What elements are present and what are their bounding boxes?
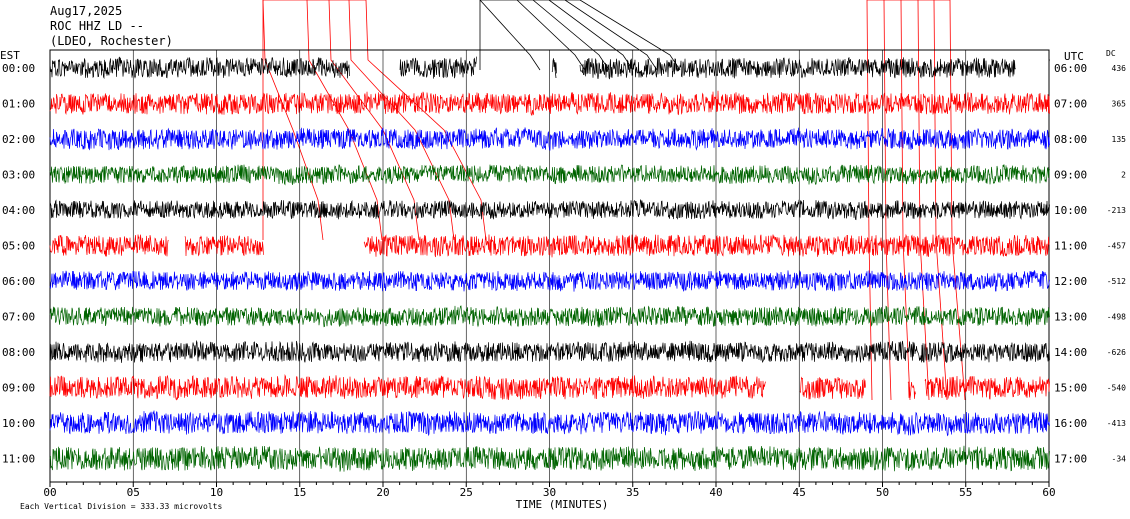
event-line	[348, 0, 455, 241]
x-tick-label: 00	[43, 486, 56, 499]
event-line	[548, 0, 634, 71]
x-axis-label: TIME (MINUTES)	[516, 498, 609, 511]
utc-time-label: 17:00	[1054, 453, 1087, 466]
x-tick-label: 50	[876, 486, 889, 499]
event-line	[516, 0, 586, 71]
event-line	[479, 0, 541, 71]
est-time-label: 07:00	[2, 311, 35, 324]
est-time-label: 04:00	[2, 204, 35, 217]
trace-row-01:00	[49, 90, 1050, 117]
utc-time-label: 08:00	[1054, 133, 1087, 146]
dc-offset-label: 2	[1121, 171, 1126, 180]
utc-time-label: 13:00	[1054, 311, 1087, 324]
x-tick-label: 05	[127, 486, 140, 499]
event-line	[564, 0, 658, 71]
est-time-label: 00:00	[2, 62, 35, 75]
dc-offset-label: -540	[1107, 384, 1126, 393]
row-labels: 00:00 06:00 436 01:00 07:00 365 02:00 08:00 135 0…	[2, 62, 1126, 466]
est-time-label: 02:00	[2, 133, 35, 146]
utc-time-label: 07:00	[1054, 98, 1087, 111]
left-timezone-label: EST	[0, 49, 20, 62]
utc-time-label: 11:00	[1054, 240, 1087, 253]
x-tick-label: 55	[959, 486, 972, 499]
dc-offset-label: -498	[1107, 313, 1126, 322]
x-tick-label: 60	[1042, 486, 1055, 499]
trace-row-11:00	[49, 445, 1050, 472]
utc-time-label: 16:00	[1054, 417, 1087, 430]
trace-row-00:00	[49, 56, 1050, 80]
trace-row-08:00	[49, 339, 1050, 364]
x-tick-label: 30	[543, 486, 556, 499]
trace-row-04:00	[49, 199, 1050, 221]
est-time-label: 06:00	[2, 275, 35, 288]
event-line	[365, 0, 487, 241]
trace-row-06:00	[49, 270, 1050, 292]
event-annotation-lines	[262, 0, 966, 401]
event-line	[883, 0, 892, 401]
est-time-label: 11:00	[2, 453, 35, 466]
header-date: Aug17,2025	[50, 4, 122, 18]
x-tick-label: 25	[460, 486, 473, 499]
right-timezone-label: UTC	[1064, 50, 1084, 63]
dc-offset-label: -413	[1107, 419, 1126, 428]
dc-offset-label: -457	[1107, 242, 1126, 251]
trace-row-10:00	[49, 410, 1050, 437]
x-tick-label: 45	[793, 486, 806, 499]
x-tick-label: 35	[626, 486, 639, 499]
dc-offset-label: 135	[1112, 135, 1127, 144]
x-axis: 00 05 10 15 20 25 30 35 40 45 50 55 60	[43, 482, 1056, 499]
est-time-label: 01:00	[2, 98, 35, 111]
event-line	[949, 0, 966, 401]
dc-offset-label: 436	[1112, 64, 1127, 73]
dc-offset-label: -626	[1107, 348, 1126, 357]
utc-time-label: 14:00	[1054, 346, 1087, 359]
utc-time-label: 06:00	[1054, 62, 1087, 75]
header-station: ROC HHZ LD --	[50, 19, 144, 33]
event-line	[900, 0, 911, 401]
utc-time-label: 09:00	[1054, 169, 1087, 182]
dc-offset-label: 365	[1112, 100, 1127, 109]
x-tick-label: 40	[709, 486, 722, 499]
trace-row-02:00	[49, 127, 1050, 151]
trace-row-05:00	[49, 233, 1050, 258]
dc-offset-label: -512	[1107, 277, 1126, 286]
event-line	[553, 59, 557, 79]
utc-time-label: 10:00	[1054, 204, 1087, 217]
utc-time-label: 15:00	[1054, 382, 1087, 395]
est-time-label: 05:00	[2, 240, 35, 253]
traces	[49, 56, 1050, 472]
x-tick-label: 20	[376, 486, 389, 499]
event-line	[579, 0, 681, 71]
dc-offset-label: -34	[1112, 455, 1127, 464]
trace-row-07:00	[49, 305, 1050, 328]
event-line	[866, 0, 873, 401]
dc-offset-label: -213	[1107, 206, 1126, 215]
trace-row-03:00	[49, 164, 1050, 186]
est-time-label: 09:00	[2, 382, 35, 395]
utc-time-label: 12:00	[1054, 275, 1087, 288]
est-time-label: 03:00	[2, 169, 35, 182]
event-line	[917, 0, 930, 401]
x-tick-label: 10	[210, 486, 223, 499]
trace-row-09:00	[49, 374, 1050, 401]
x-tick-label: 15	[293, 486, 306, 499]
scale-note: Each Vertical Division = 333.33 microvol…	[20, 502, 222, 511]
est-time-label: 08:00	[2, 346, 35, 359]
dc-label: DC	[1106, 49, 1116, 58]
est-time-label: 10:00	[2, 417, 35, 430]
header-network: (LDEO, Rochester)	[50, 34, 173, 48]
